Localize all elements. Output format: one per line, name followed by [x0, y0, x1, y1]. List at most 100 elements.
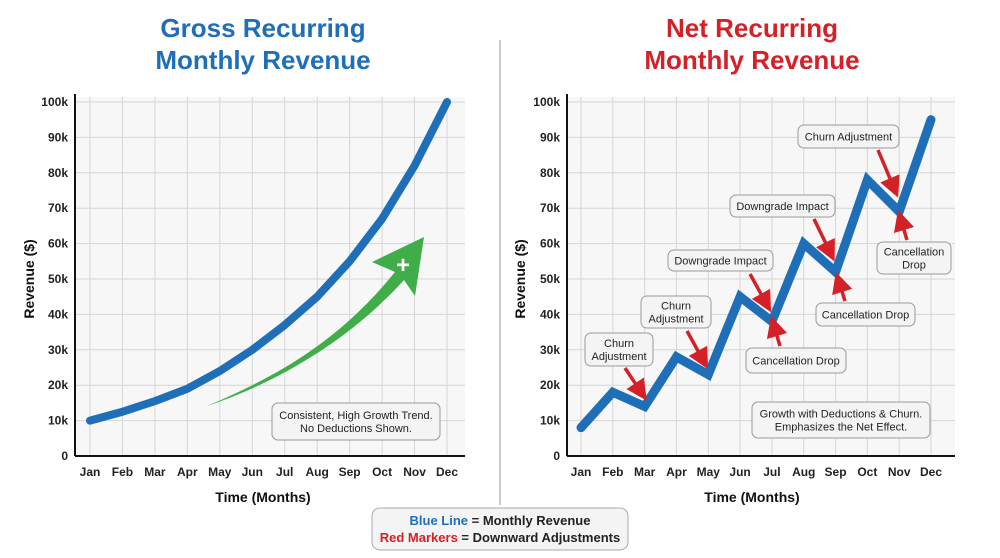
x-tick-label: May — [697, 465, 721, 479]
red-marker-arrow — [623, 367, 647, 401]
y-tick-label: 0 — [61, 449, 68, 463]
annotation-text: Adjustment — [648, 314, 703, 326]
y-tick-label: 30k — [540, 343, 560, 357]
x-tick-label: Dec — [436, 465, 458, 479]
x-tick-label: Jul — [276, 465, 293, 479]
x-tick-label: Oct — [857, 465, 877, 479]
x-tick-label: Jan — [571, 465, 592, 479]
adjustment-label: Cancellation Drop — [745, 347, 847, 374]
annotation-box — [751, 401, 931, 439]
red-marker-arrow — [893, 209, 915, 241]
y-tick-label: 20k — [48, 378, 68, 392]
y-tick-label: 40k — [540, 307, 560, 321]
annotation-text: Downgrade Impact — [674, 256, 766, 268]
red-marker-arrow — [766, 315, 788, 347]
red-marker-arrow — [876, 149, 900, 198]
gross-x-axis-label: Time (Months) — [215, 489, 310, 505]
y-tick-label: 60k — [540, 237, 560, 251]
annotation-text: Cancellation Drop — [822, 310, 909, 322]
y-tick-label: 20k — [540, 378, 560, 392]
net-y-axis-label: Revenue ($) — [512, 239, 528, 318]
annotation-text: Churn Adjustment — [805, 132, 892, 144]
annotation-box — [797, 124, 900, 149]
net-chart-title-line2: Monthly Revenue — [644, 45, 859, 75]
x-tick-label: Sep — [825, 465, 847, 479]
y-tick-label: 0 — [553, 449, 560, 463]
adjustment-label: Downgrade Impact — [667, 249, 774, 272]
annotation-box — [745, 347, 847, 374]
x-tick-label: Jun — [242, 465, 263, 479]
legend-box — [371, 507, 629, 551]
x-tick-label: Nov — [888, 465, 911, 479]
x-tick-label: Aug — [306, 465, 329, 479]
annotation-text: Downgrade Impact — [736, 201, 828, 213]
net-x-axis-label: Time (Months) — [704, 489, 799, 505]
annotation-text: Emphasizes the Net Effect. — [775, 422, 907, 434]
gross-note: Consistent, High Growth Trend.No Deducti… — [271, 402, 441, 441]
adjustment-label: Churn Adjustment — [797, 124, 900, 149]
y-tick-label: 90k — [48, 130, 68, 144]
annotation-box — [271, 402, 441, 441]
legend-red-entry: Red Markers = Downward Adjustments — [380, 530, 620, 545]
x-tick-label: Jun — [729, 465, 750, 479]
annotation-text: Drop — [902, 260, 926, 272]
annotation-box — [640, 295, 712, 329]
gross-chart-title-line2: Monthly Revenue — [155, 45, 370, 75]
adjustment-label: Cancellation Drop — [815, 302, 916, 327]
y-tick-label: 40k — [48, 307, 68, 321]
annotation-text: Growth with Deductions & Churn. — [760, 409, 923, 421]
y-tick-label: 100k — [41, 95, 68, 109]
red-marker-arrow — [685, 330, 709, 370]
gross-y-axis-label: Revenue ($) — [21, 239, 37, 318]
gross-revenue-chart: 0 10k 20k 30k 40k 50k 60k 70k 80k 90k 100k Jan Feb Ma… — [41, 94, 465, 479]
x-tick-label: Sep — [339, 465, 361, 479]
red-marker-arrow — [832, 271, 853, 302]
x-tick-label: Feb — [112, 465, 133, 479]
revenue-line — [86, 98, 451, 425]
growth-arrow: + — [207, 237, 424, 406]
net-revenue-chart: 0 10k 20k 30k 40k 50k 60k 70k 80k 90k 100k Jan Feb Ma… — [533, 94, 955, 479]
y-tick-label: 70k — [540, 201, 560, 215]
x-tick-label: Nov — [403, 465, 426, 479]
x-tick-label: Mar — [634, 465, 656, 479]
annotation-text: Churn — [604, 338, 634, 350]
annotation-text: Consistent, High Growth Trend. — [279, 410, 432, 422]
annotation-text: Churn — [661, 301, 691, 313]
net-note: Growth with Deductions & Churn.Emphasize… — [751, 401, 931, 439]
plus-icon: + — [396, 252, 410, 279]
y-tick-label: 70k — [48, 201, 68, 215]
y-tick-label: 30k — [48, 343, 68, 357]
y-tick-label: 60k — [48, 237, 68, 251]
x-tick-label: Apr — [177, 465, 198, 479]
green-growth-arrow — [207, 237, 424, 406]
legend-red-key: Red Markers — [380, 530, 458, 545]
annotation-text: Adjustment — [591, 351, 646, 363]
red-marker-arrow — [748, 273, 772, 313]
x-tick-label: Dec — [920, 465, 942, 479]
legend-blue-text: = Monthly Revenue — [468, 513, 590, 528]
x-tick-label: Jul — [763, 465, 780, 479]
y-tick-label: 80k — [48, 166, 68, 180]
legend-blue-entry: Blue Line = Monthly Revenue — [410, 513, 591, 528]
x-tick-label: Apr — [666, 465, 687, 479]
red-marker-arrow — [812, 218, 835, 262]
x-tick-label: Oct — [372, 465, 392, 479]
x-tick-label: May — [208, 465, 232, 479]
x-tick-label: Jan — [80, 465, 101, 479]
x-tick-label: Feb — [602, 465, 623, 479]
y-tick-label: 100k — [533, 95, 560, 109]
x-tick-label: Aug — [792, 465, 815, 479]
annotation-box — [876, 241, 952, 275]
y-tick-label: 80k — [540, 166, 560, 180]
annotation-text: Cancellation — [884, 247, 945, 259]
annotation-box — [729, 194, 836, 218]
annotation-text: No Deductions Shown. — [300, 423, 412, 435]
y-tick-label: 50k — [48, 272, 68, 286]
adjustment-label: Downgrade Impact — [729, 194, 836, 218]
annotation-text: Cancellation Drop — [752, 356, 839, 368]
net-chart-title-line1: Net Recurring — [666, 13, 838, 43]
